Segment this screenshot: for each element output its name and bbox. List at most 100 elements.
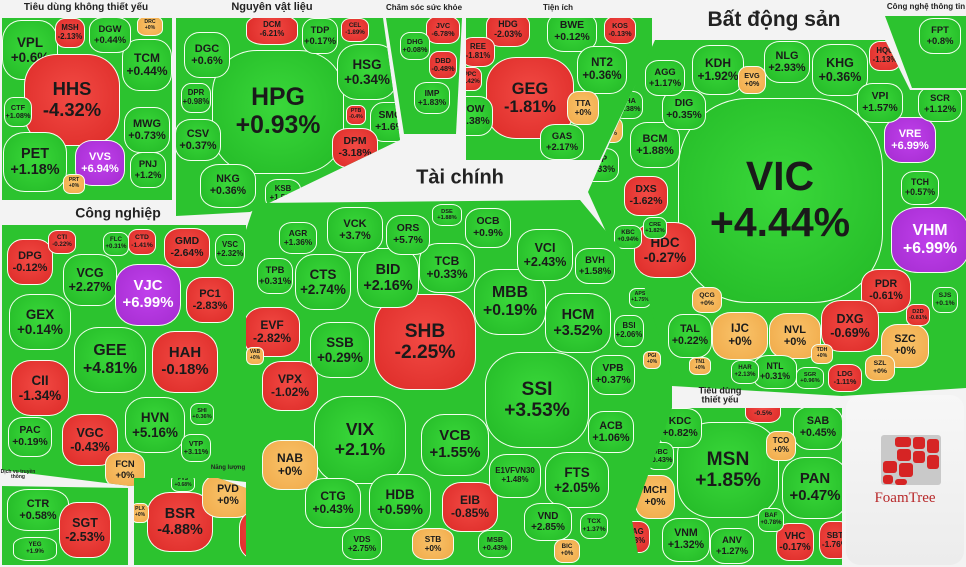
stock-tile-sgr[interactable]: SGR +0.96% [796,367,824,389]
stock-tile-pnj[interactable]: PNJ +1.2% [130,152,166,188]
stock-tile-pet[interactable]: PET +1.18% [3,132,67,192]
stock-tile-ctf[interactable]: CTF +1.08% [4,97,32,127]
stock-tile-szl[interactable]: SZL +0% [865,355,895,381]
stock-tile-pow[interactable]: POW +0.38% [466,96,493,136]
stock-tile-fts[interactable]: FTS +2.05% [545,452,609,508]
stock-tile-kos[interactable]: KOS -0.13% [604,18,636,44]
stock-tile-eib[interactable]: EIB -0.85% [442,482,498,532]
stock-tile-hvn[interactable]: HVN +5.16% [125,397,185,453]
stock-tile-nt2[interactable]: NT2 +0.36% [577,46,627,94]
stock-tile-tal[interactable]: TAL +0.22% [668,314,712,358]
stock-tile-tch[interactable]: TCH +0.57% [901,171,939,205]
stock-tile-ptb[interactable]: PTB -0.4% [346,105,366,125]
stock-tile-nlg[interactable]: NLG +2.93% [764,41,810,83]
stock-tile-stb[interactable]: STB +0% [412,528,454,560]
stock-tile-dxs[interactable]: DXS -1.62% [624,176,668,216]
stock-tile-hdb[interactable]: HDB +0.59% [369,474,431,530]
stock-tile-ree[interactable]: REE -1.81% [466,37,495,67]
stock-tile-yeg[interactable]: YEG +1.9% [13,537,57,561]
stock-tile-tdh[interactable]: TDH +0% [811,344,833,364]
stock-tile-hag[interactable]: HAG-0.3% [632,521,650,553]
stock-tile-tcx[interactable]: TCX +1.37% [580,513,608,539]
stock-tile-dgc[interactable]: DGC +0.6% [184,32,230,78]
stock-tile-dpr[interactable]: DPR +0.98% [181,83,211,113]
stock-tile-drc[interactable]: DRC +0% [137,18,163,36]
stock-tile-ctd[interactable]: CTD -1.41% [128,229,156,255]
stock-tile-dpg[interactable]: DPG -0.12% [7,239,53,285]
stock-tile-vds[interactable]: VDS +2.75% [342,528,382,560]
stock-tile-vpx[interactable]: VPX -1.02% [262,361,318,411]
stock-tile-ocb[interactable]: OCB +0.9% [465,208,511,248]
stock-tile-bvh[interactable]: BVH +1.58% [575,248,615,284]
stock-tile-tcb[interactable]: TCB +0.33% [419,243,475,293]
stock-tile-tco[interactable]: TCO +0% [766,431,796,461]
stock-tile-d2d[interactable]: D2D -0.81% [906,304,930,326]
stock-tile-msb[interactable]: MSB +0.43% [478,530,512,558]
stock-tile-bic[interactable]: BIC +0% [554,539,580,563]
stock-tile-hpg[interactable]: HPG +0.93% [212,50,344,174]
stock-tile-dhg[interactable]: DHG +0.08% [400,32,430,60]
stock-tile-dpm[interactable]: DPM -3.18% [332,128,378,168]
stock-tile-kbc[interactable]: KBC +0.94% [614,225,642,249]
stock-tile-tpb[interactable]: TPB +0.31% [257,258,293,294]
stock-tile-cel[interactable]: CEL -1.89% [341,18,369,42]
stock-tile-gmd[interactable]: GMD -2.64% [164,228,210,268]
stock-tile-vcg[interactable]: VCG +2.27% [63,254,117,306]
stock-tile-hsg[interactable]: HSG +0.34% [337,44,397,100]
stock-tile-qcg[interactable]: QCG +0% [692,287,722,313]
stock-tile-vix[interactable]: VIX +2.1% [314,396,406,484]
stock-tile-mwg[interactable]: MWG +0.73% [124,107,170,153]
stock-tile-vre[interactable]: VRE +6.99% [884,117,936,163]
stock-tile-mbb[interactable]: MBB +0.19% [474,269,546,335]
stock-tile-vci[interactable]: VCI +2.43% [517,229,573,281]
stock-tile-hcm[interactable]: HCM +3.52% [545,293,611,353]
stock-tile-vnd[interactable]: VND +2.85% [524,503,572,541]
stock-tile-nkg[interactable]: NKG +0.36% [200,164,256,208]
stock-tile-cts[interactable]: CTS +2.74% [295,254,351,310]
stock-tile-shi[interactable]: SHI +0.36% [190,403,214,425]
stock-tile-agg[interactable]: AGG +1.17% [645,60,685,96]
stock-tile-ppc[interactable]: PPC -1.42% [466,67,482,91]
stock-tile-vjc[interactable]: VJC +6.99% [115,264,181,326]
stock-tile-nab[interactable]: NAB +0% [262,440,318,490]
stock-tile-dcm[interactable]: DCM -6.21% [246,18,298,45]
stock-tile-csv[interactable]: CSV +0.37% [176,119,221,161]
stock-tile-pgi[interactable]: PGI +0% [643,351,661,369]
stock-tile-sjs[interactable]: SJS +0.1% [932,287,958,313]
stock-tile-bid[interactable]: BID +2.16% [357,248,419,308]
stock-tile-evg[interactable]: EVG +0% [738,66,766,94]
stock-tile-ctr[interactable]: CTR +0.58% [7,489,69,531]
stock-tile-flc[interactable]: FLC +0.31% [103,232,129,256]
stock-tile-cre[interactable]: CRE +1.82% [643,217,667,239]
stock-tile-ldg[interactable]: LDG -1.11% [828,364,862,392]
stock-tile-ssi[interactable]: SSI +3.53% [485,352,589,448]
stock-tile-dgw[interactable]: DGW +0.44% [89,18,131,53]
stock-tile-fpt[interactable]: FPT +0.8% [919,18,961,54]
stock-tile-gee[interactable]: GEE +4.81% [74,327,146,393]
stock-tile-vsc[interactable]: VSC +2.32% [215,234,245,266]
stock-tile-prt[interactable]: PRT +0% [63,174,85,194]
stock-tile-ssb[interactable]: SSB +0.29% [310,322,370,378]
stock-tile-anv[interactable]: ANV +1.27% [710,528,754,564]
stock-tile-tcm[interactable]: TCM +0.44% [122,39,172,91]
stock-tile-tta[interactable]: TTA +0% [567,91,599,125]
stock-tile-vab[interactable]: VAB +0% [246,347,264,365]
stock-tile-vpb[interactable]: VPB +0.37% [591,355,635,395]
stock-tile-ntl[interactable]: NTL +0.31% [753,355,797,389]
stock-tile-vic[interactable]: VIC +4.44% [677,97,883,303]
stock-tile-har[interactable]: HAR +2.13% [731,360,759,384]
stock-tile-hhs[interactable]: HHS -4.32% [24,54,120,146]
stock-tile-baf[interactable]: BAF +0.78% [758,508,784,532]
stock-tile-cti[interactable]: CTI -0.22% [48,230,76,254]
stock-tile-vhc[interactable]: VHC -0.17% [776,523,814,561]
stock-tile-scr[interactable]: SCR +1.12% [918,86,962,122]
stock-tile-imp[interactable]: IMP +1.83% [414,82,450,114]
stock-tile-hah[interactable]: HAH -0.18% [152,331,218,393]
stock-tile-khg[interactable]: KHG +0.36% [812,44,868,96]
stock-tile-pan[interactable]: PAN +0.47% [782,457,842,519]
stock-tile-dxg[interactable]: DXG -0.69% [821,300,879,352]
